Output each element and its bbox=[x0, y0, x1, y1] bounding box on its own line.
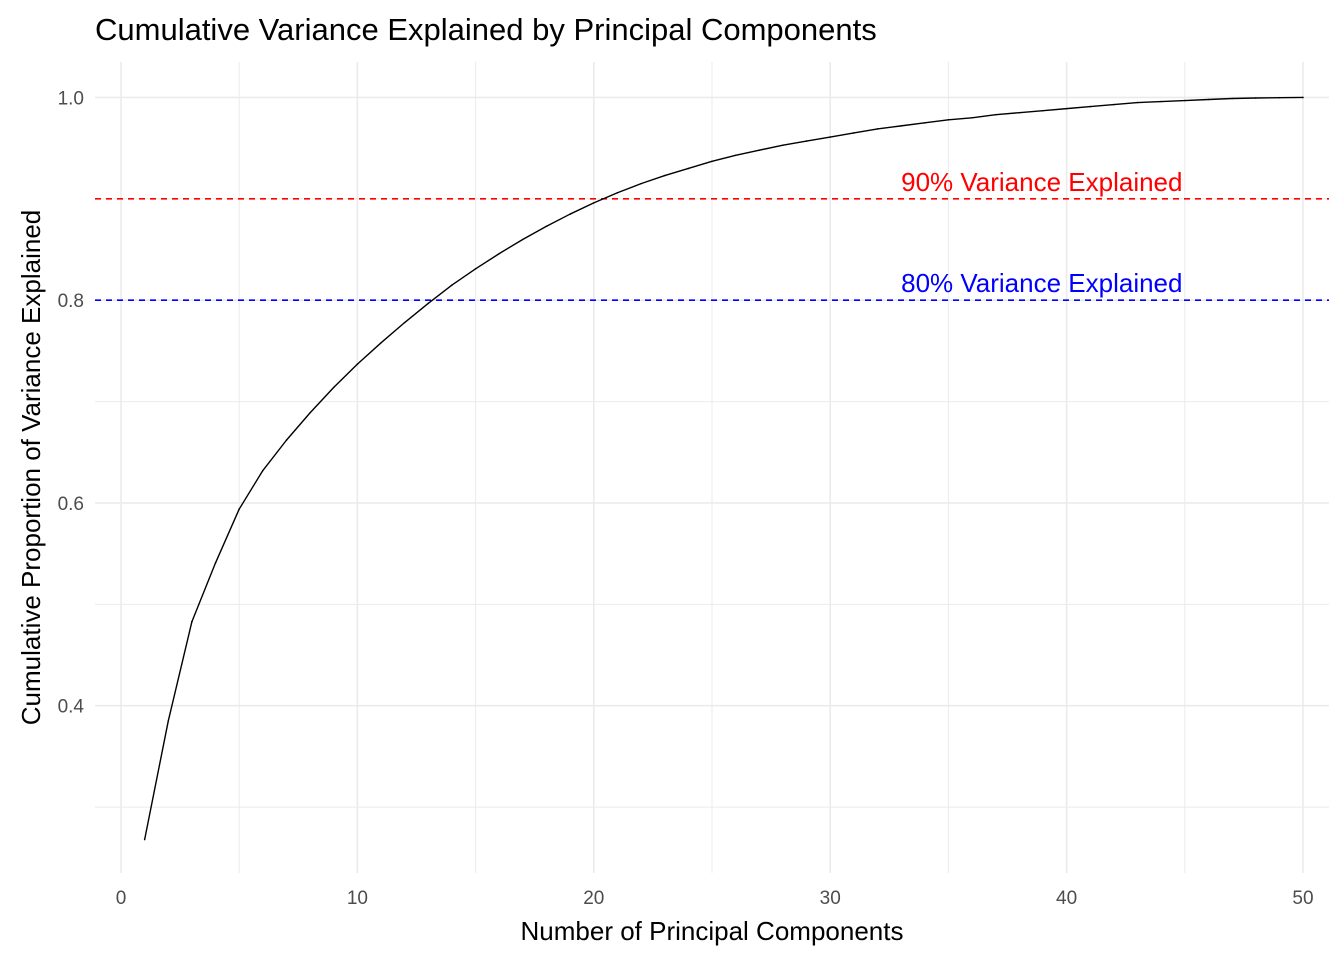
data-point bbox=[734, 154, 737, 157]
x-tick-label: 0 bbox=[116, 888, 127, 909]
data-point bbox=[1278, 96, 1281, 99]
data-point bbox=[522, 238, 524, 241]
data-point bbox=[711, 160, 713, 163]
data-point bbox=[616, 191, 619, 194]
data-point bbox=[1113, 103, 1115, 106]
x-tick-label: 30 bbox=[820, 888, 841, 909]
data-point bbox=[876, 128, 879, 130]
reference-line-label: 80% Variance Explained bbox=[901, 268, 1182, 298]
y-tick-label: 0.8 bbox=[58, 291, 84, 312]
data-point bbox=[1231, 97, 1233, 100]
data-point bbox=[191, 620, 193, 623]
data-point bbox=[143, 838, 146, 841]
data-point bbox=[451, 284, 453, 286]
data-point bbox=[1160, 100, 1162, 103]
data-point bbox=[758, 149, 761, 151]
data-point bbox=[332, 386, 335, 389]
data-point bbox=[1018, 111, 1021, 114]
data-point bbox=[356, 363, 359, 365]
data-point bbox=[474, 268, 477, 270]
data-point bbox=[545, 225, 548, 228]
data-point bbox=[1254, 97, 1257, 99]
data-point bbox=[900, 125, 902, 127]
data-point bbox=[427, 302, 430, 305]
x-tick-label: 20 bbox=[583, 888, 604, 909]
y-tick-label: 0.6 bbox=[58, 494, 84, 515]
data-point bbox=[687, 167, 690, 170]
data-point bbox=[853, 132, 855, 134]
x-axis-title: Number of Principal Components bbox=[521, 916, 904, 946]
data-point bbox=[805, 140, 808, 142]
data-point bbox=[309, 411, 311, 414]
data-point bbox=[498, 252, 501, 255]
data-point bbox=[262, 469, 264, 472]
data-point bbox=[994, 113, 997, 116]
tick-labels: 0 10 20 30 40 50 0.4 0.6 0.8 1.0 bbox=[58, 88, 1314, 909]
data-point bbox=[214, 561, 217, 564]
data-point bbox=[640, 182, 642, 185]
y-tick-label: 1.0 bbox=[58, 88, 84, 109]
data-point bbox=[947, 118, 950, 121]
data-point bbox=[923, 122, 926, 124]
data-point bbox=[1302, 96, 1304, 99]
series-line bbox=[143, 96, 1304, 840]
y-axis-title: Cumulative Proportion of Variance Explai… bbox=[16, 210, 46, 725]
data-point bbox=[971, 116, 973, 119]
grid bbox=[95, 62, 1329, 873]
data-point bbox=[1042, 109, 1044, 112]
reference-line-label: 90% Variance Explained bbox=[901, 167, 1182, 197]
data-point bbox=[1136, 101, 1139, 104]
data-point bbox=[663, 174, 666, 177]
data-point bbox=[380, 342, 382, 344]
y-tick-label: 0.4 bbox=[58, 697, 85, 718]
chart-title: Cumulative Variance Explained by Princip… bbox=[95, 12, 877, 47]
data-point bbox=[285, 439, 288, 441]
x-tick-label: 10 bbox=[347, 888, 368, 909]
data-point bbox=[403, 321, 406, 324]
data-point bbox=[1065, 107, 1068, 110]
data-series bbox=[143, 96, 1304, 841]
data-point bbox=[238, 508, 241, 510]
data-point bbox=[1089, 105, 1092, 108]
data-point bbox=[569, 213, 571, 215]
x-tick-label: 40 bbox=[1056, 888, 1077, 909]
data-point bbox=[782, 144, 784, 146]
data-point bbox=[1207, 98, 1210, 101]
data-point bbox=[1183, 99, 1186, 102]
x-tick-label: 50 bbox=[1292, 888, 1313, 909]
data-point bbox=[829, 136, 831, 138]
reference-lines: 90% Variance Explained 80% Variance Expla… bbox=[95, 167, 1329, 302]
data-point bbox=[593, 202, 595, 204]
data-point bbox=[167, 720, 170, 722]
